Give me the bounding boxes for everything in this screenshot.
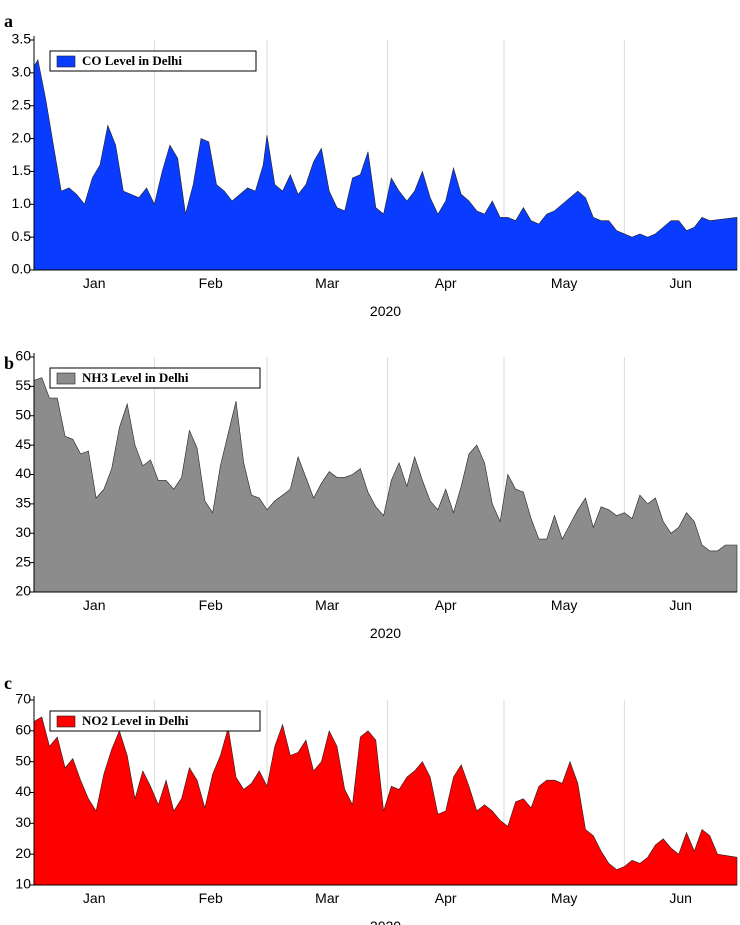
y-tick-label: 3.5 <box>12 31 32 47</box>
x-tick-label-jun: Jun <box>669 597 692 613</box>
legend: NH3 Level in Delhi <box>49 367 261 389</box>
y-tick-label: 50 <box>15 406 31 422</box>
legend-swatch <box>56 55 76 68</box>
y-tick-label: 2.0 <box>12 129 32 145</box>
x-tick-label-apr: Apr <box>435 890 457 906</box>
x-tick-label-feb: Feb <box>199 890 223 906</box>
x-axis-title: 2020 <box>370 625 401 641</box>
legend-label: NH3 Level in Delhi <box>82 370 189 385</box>
y-tick-label: 0.0 <box>12 261 32 277</box>
y-tick-label: 35 <box>15 495 31 511</box>
y-tick-label: 1.5 <box>12 162 32 178</box>
x-axis-title: 2020 <box>370 918 401 925</box>
legend-swatch <box>56 372 76 385</box>
x-tick-label-mar: Mar <box>315 275 339 291</box>
x-tick-label-jan: Jan <box>83 890 106 906</box>
y-tick-label: 2.5 <box>12 96 32 112</box>
y-tick-label: 60 <box>15 722 31 738</box>
x-tick-label-jan: Jan <box>83 597 106 613</box>
chart-panel-c: c 10 20 30 40 50 60 70 Jan Feb Mar Apr May Jun 2020 NO2… <box>4 673 738 925</box>
legend-frame <box>49 50 257 72</box>
y-tick-label: 30 <box>15 814 31 830</box>
legend-swatch <box>56 715 76 728</box>
x-tick-label-mar: Mar <box>315 597 339 613</box>
y-tick-label: 10 <box>15 876 31 892</box>
y-tick-label: 70 <box>15 691 31 707</box>
panel-label: a <box>4 11 13 31</box>
x-tick-label-jun: Jun <box>669 890 692 906</box>
y-tick-label: 0.5 <box>12 228 32 244</box>
y-tick-label: 50 <box>15 752 31 768</box>
x-tick-label-mar: Mar <box>315 890 339 906</box>
y-tick-label: 20 <box>15 845 31 861</box>
x-tick-label-jun: Jun <box>669 275 692 291</box>
x-tick-label-may: May <box>551 890 577 906</box>
legend-label: NO2 Level in Delhi <box>82 713 189 728</box>
y-tick-label: 40 <box>15 783 31 799</box>
y-tick-label: 1.0 <box>12 195 32 211</box>
panel-label: c <box>4 673 12 693</box>
y-tick-label: 20 <box>15 583 31 599</box>
x-tick-label-apr: Apr <box>435 275 457 291</box>
legend-frame <box>49 710 261 732</box>
chart-panel-a: a 0.0 0.5 1.0 1.5 2.0 2.5 3.0 3.5 Jan Feb Mar Apr May… <box>4 11 738 319</box>
x-tick-label-feb: Feb <box>199 275 223 291</box>
x-tick-label-apr: Apr <box>435 597 457 613</box>
x-tick-label-feb: Feb <box>199 597 223 613</box>
x-tick-label-jan: Jan <box>83 275 106 291</box>
chart-panel-b: b 20 25 30 35 40 45 50 55 60 Jan Feb Mar Apr May Jun 202… <box>4 348 738 641</box>
x-tick-label-may: May <box>551 275 577 291</box>
panel-label: b <box>4 353 14 373</box>
legend: NO2 Level in Delhi <box>49 710 261 732</box>
y-tick-label: 3.0 <box>12 64 32 80</box>
y-tick-label: 55 <box>15 377 31 393</box>
series-area <box>33 716 738 886</box>
y-tick-label: 25 <box>15 553 31 569</box>
legend: CO Level in Delhi <box>49 50 257 72</box>
series-area <box>33 58 738 271</box>
x-axis-title: 2020 <box>370 303 401 319</box>
y-tick-label: 45 <box>15 436 31 452</box>
series-area <box>33 377 738 593</box>
x-tick-label-may: May <box>551 597 577 613</box>
legend-frame <box>49 367 261 389</box>
y-tick-label: 60 <box>15 348 31 364</box>
y-tick-label: 30 <box>15 524 31 540</box>
legend-label: CO Level in Delhi <box>82 53 182 68</box>
y-tick-label: 40 <box>15 465 31 481</box>
